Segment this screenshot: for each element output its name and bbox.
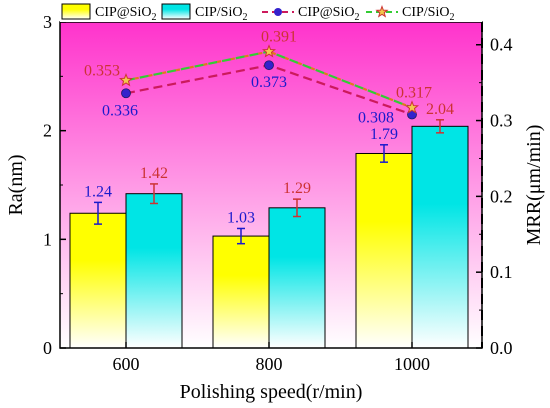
line-series2-accent bbox=[125, 50, 413, 109]
marker-series1-600 bbox=[121, 88, 131, 99]
legend-swatch-bar-series2 bbox=[161, 3, 191, 20]
y-axis-title: Ra(nm) bbox=[5, 154, 27, 215]
bar-series1-1000 bbox=[355, 152, 413, 349]
line-value-label-series2-1000: 0.317 bbox=[396, 85, 432, 102]
bar-value-label-series1-600: 1.24 bbox=[84, 183, 112, 200]
line-value-label-series2-600: 0.353 bbox=[84, 62, 120, 79]
bar-value-label-series1-800: 1.03 bbox=[227, 209, 255, 226]
data-labels-layer: 1.241.031.791.421.292.040.3360.3730.3080… bbox=[84, 29, 454, 227]
legend-marker-series1 bbox=[274, 8, 282, 16]
y-right-axis-title: MRR(μm/min) bbox=[523, 125, 545, 246]
legend-label-bar-series1: CIP@SiO2 bbox=[95, 5, 156, 23]
legend-label-bar-series2: CIP/SiO2 bbox=[195, 5, 247, 23]
bar-value-label-series2-800: 1.29 bbox=[283, 180, 311, 197]
y-right-tick-label-0.2: 0.2 bbox=[490, 186, 513, 206]
legend-swatch-bar-series1 bbox=[61, 3, 91, 20]
x-tick-label-1000: 1000 bbox=[394, 354, 430, 374]
legend-marker-series2 bbox=[375, 5, 389, 18]
y-right-tick-label-0.3: 0.3 bbox=[490, 111, 513, 131]
line-value-label-series1-600: 0.336 bbox=[102, 102, 138, 119]
legend-label-line-series2: CIP/SiO2 bbox=[402, 5, 454, 23]
y-right-tick-label-0.1: 0.1 bbox=[490, 262, 513, 282]
y-right-tick-label-0.4: 0.4 bbox=[490, 35, 513, 55]
y-tick-label-3: 3 bbox=[43, 12, 52, 32]
marker-series2-800 bbox=[261, 44, 277, 58]
axes-layer: 0 1 2 3 0.0 0.1 0.2 0.3 0.4 600 800 1000 bbox=[43, 12, 513, 374]
x-tick-label-600: 600 bbox=[113, 354, 140, 374]
marker-series1-800 bbox=[264, 60, 274, 71]
bar-series1-600 bbox=[69, 212, 127, 349]
y-tick-label-0: 0 bbox=[43, 338, 52, 358]
x-axis-title: Polishing speed(r/min) bbox=[180, 381, 363, 403]
marker-series2-600 bbox=[118, 73, 134, 87]
bar-series1-800 bbox=[212, 235, 270, 349]
y-right-tick-label-0.0: 0.0 bbox=[490, 338, 513, 358]
x-tick-label-800: 800 bbox=[256, 354, 283, 374]
lines-layer bbox=[118, 44, 420, 120]
line-value-label-series2-800: 0.391 bbox=[261, 29, 297, 46]
bar-series2-800 bbox=[268, 207, 326, 349]
y-tick-label-2: 2 bbox=[43, 121, 52, 141]
legend: CIP@SiO2 CIP/SiO2 CIP@SiO2 CIP/SiO2 bbox=[60, 2, 482, 23]
line-value-label-series1-800: 0.373 bbox=[251, 74, 287, 91]
bar-value-label-series2-600: 1.42 bbox=[140, 165, 168, 182]
bar-series2-600 bbox=[125, 193, 183, 349]
error-bars-layer bbox=[94, 119, 444, 245]
marker-series2-1000 bbox=[404, 100, 420, 114]
bar-value-label-series1-1000: 1.79 bbox=[370, 126, 398, 143]
bars-layer bbox=[69, 125, 469, 349]
y-tick-label-1: 1 bbox=[43, 229, 52, 249]
line-value-label-series1-1000: 0.308 bbox=[358, 109, 394, 126]
bar-value-label-series2-1000: 2.04 bbox=[426, 101, 454, 118]
legend-label-line-series1: CIP@SiO2 bbox=[298, 5, 359, 23]
bar-series2-1000 bbox=[411, 125, 469, 349]
